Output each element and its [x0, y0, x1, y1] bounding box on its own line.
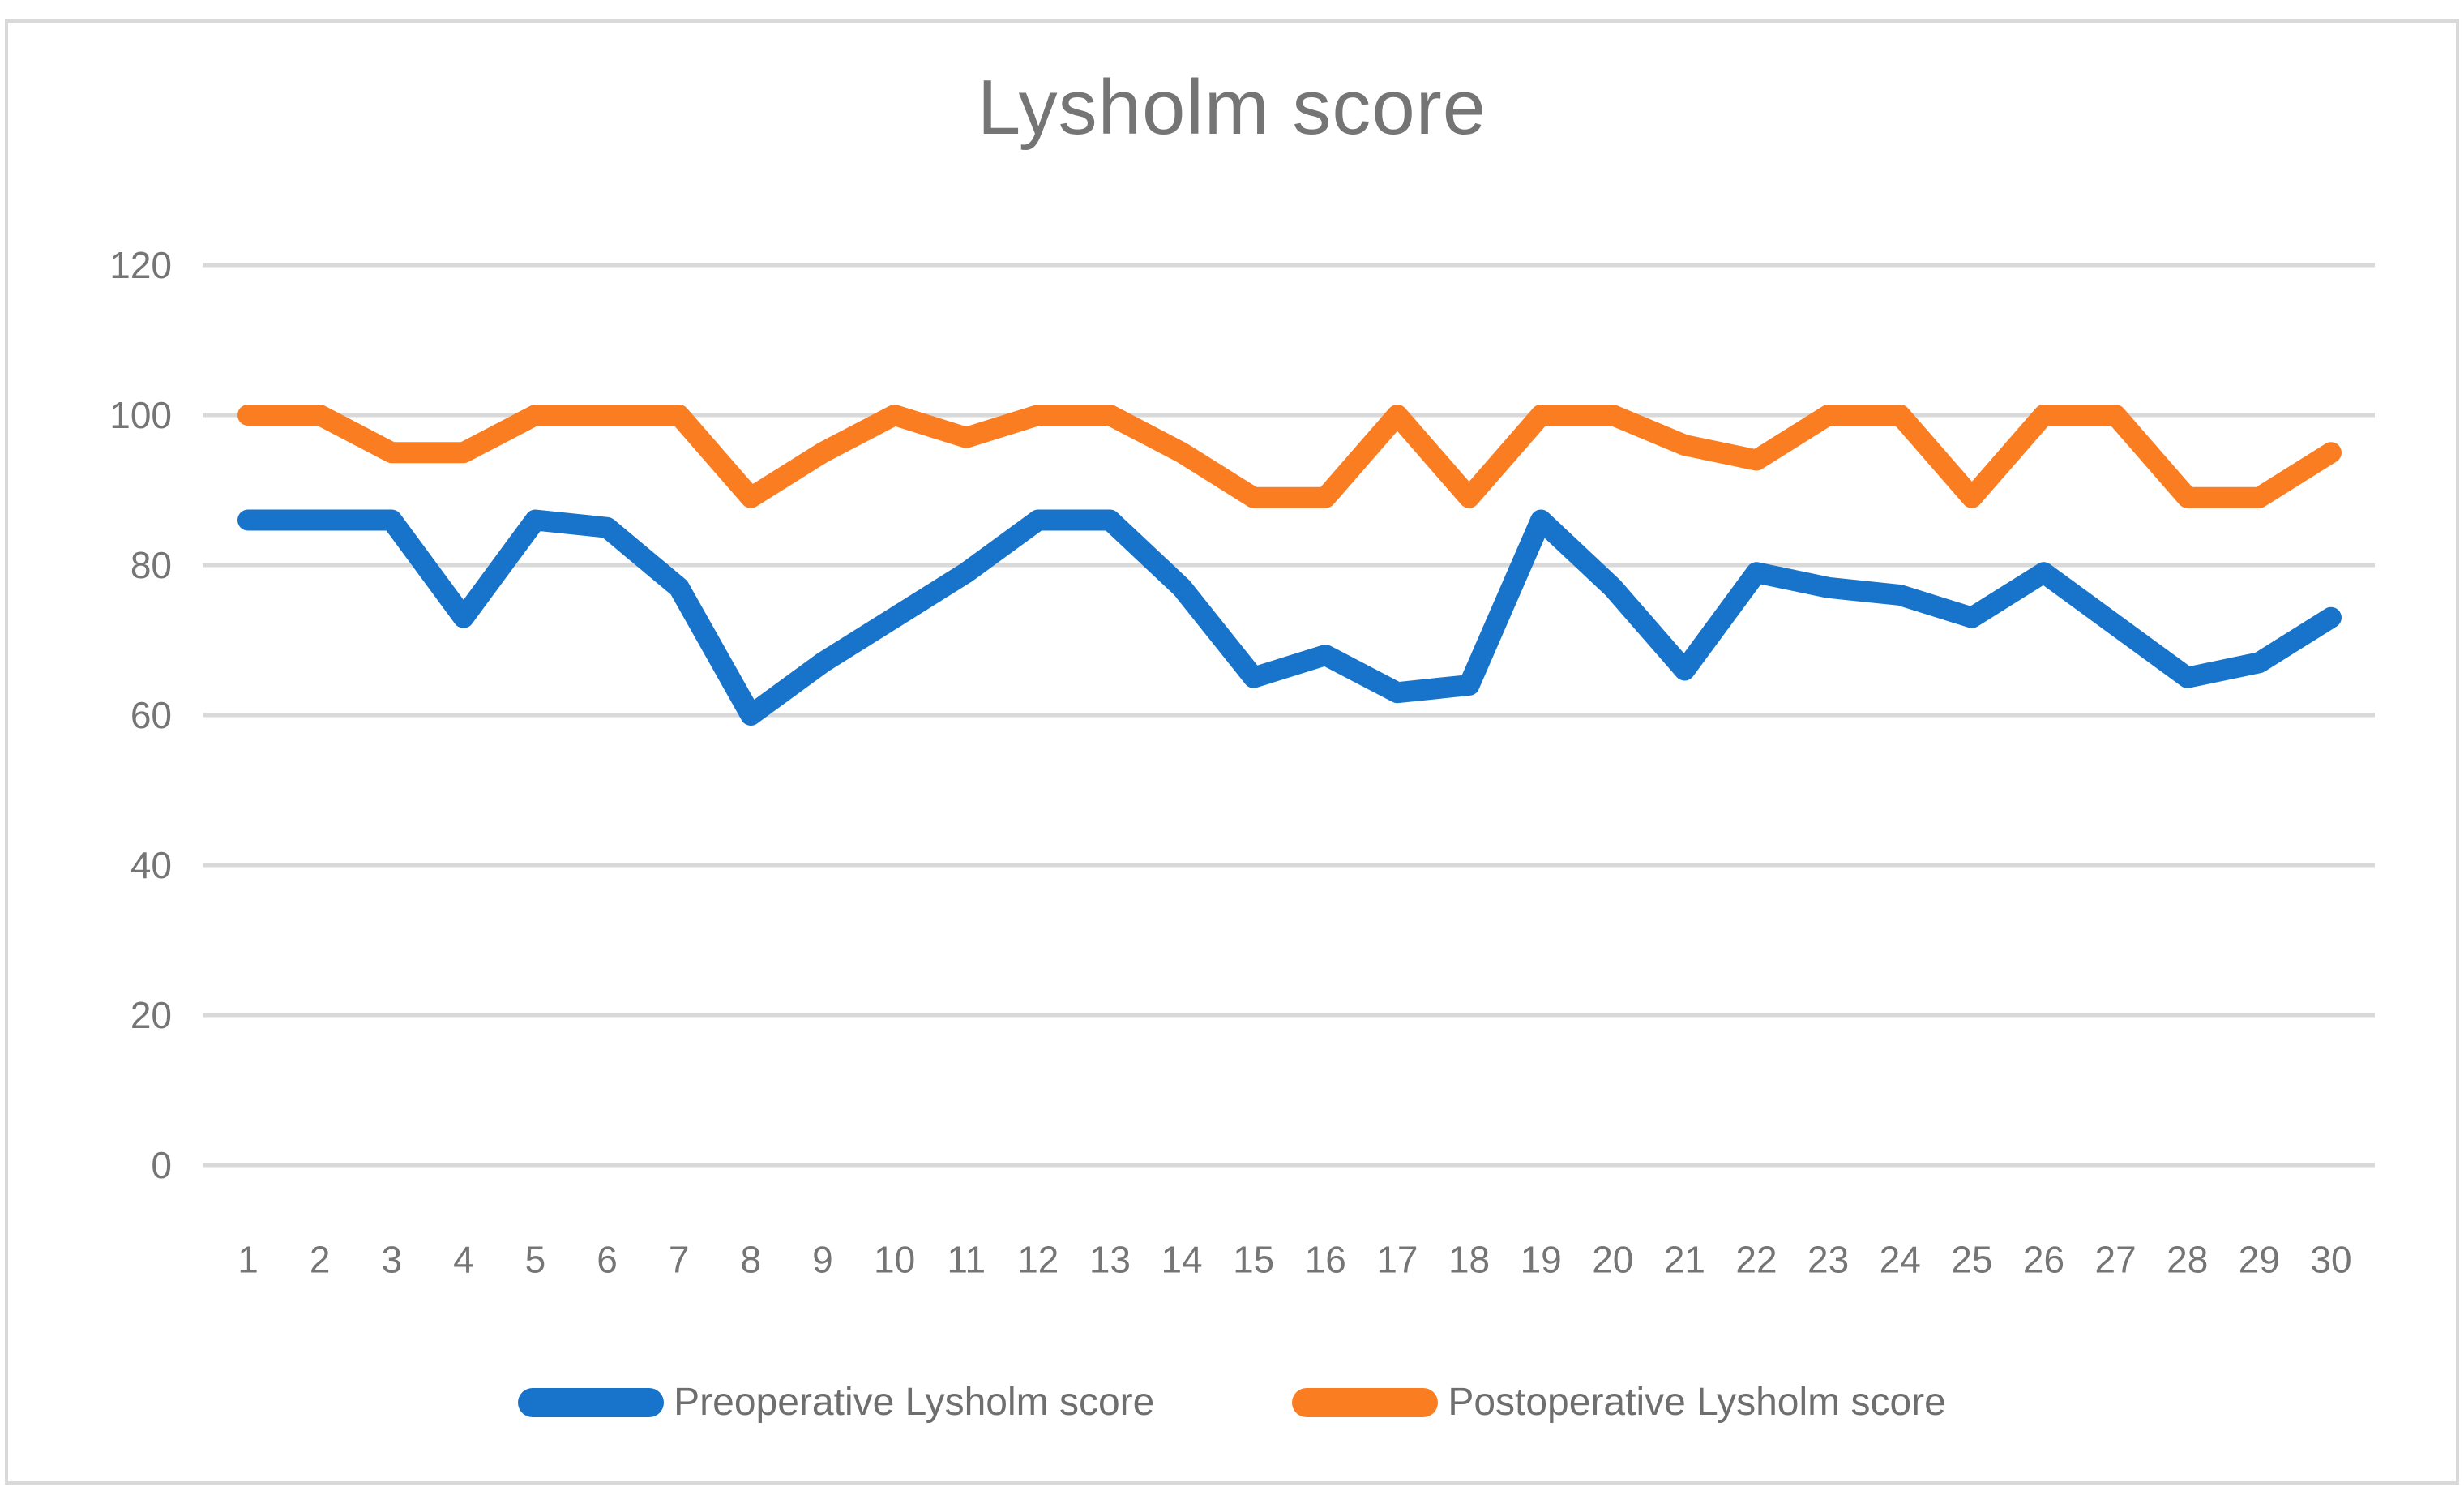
- x-tick-label-6: 6: [597, 1239, 618, 1281]
- y-tick-label-0: 0: [151, 1144, 172, 1186]
- x-tick-label-9: 9: [812, 1239, 833, 1281]
- x-tick-label-13: 13: [1089, 1239, 1131, 1281]
- y-tick-label-20: 20: [130, 994, 172, 1036]
- x-tick-label-24: 24: [1880, 1239, 1921, 1281]
- x-tick-label-3: 3: [381, 1239, 402, 1281]
- x-tick-label-22: 22: [1735, 1239, 1777, 1281]
- y-tick-label-40: 40: [130, 844, 172, 886]
- x-tick-label-27: 27: [2095, 1239, 2137, 1281]
- x-tick-label-17: 17: [1376, 1239, 1418, 1281]
- y-tick-label-80: 80: [130, 544, 172, 586]
- preoperative-line-swatch-icon: [518, 1387, 665, 1417]
- legend-item-preoperative: Preoperative Lysholm score: [518, 1380, 1154, 1425]
- x-tick-label-23: 23: [1807, 1239, 1849, 1281]
- x-tick-label-7: 7: [669, 1239, 690, 1281]
- x-tick-label-30: 30: [2310, 1239, 2351, 1281]
- x-tick-label-15: 15: [1233, 1239, 1274, 1281]
- chart-legend: Preoperative Lysholm score Postoperative…: [0, 1380, 2464, 1425]
- x-tick-label-1: 1: [237, 1239, 259, 1281]
- x-tick-label-20: 20: [1592, 1239, 1633, 1281]
- x-tick-label-18: 18: [1448, 1239, 1490, 1281]
- x-tick-label-21: 21: [1664, 1239, 1705, 1281]
- legend-item-postoperative: Postoperative Lysholm score: [1292, 1380, 1946, 1425]
- x-tick-label-2: 2: [310, 1239, 331, 1281]
- x-tick-label-4: 4: [453, 1239, 474, 1281]
- x-tick-label-16: 16: [1305, 1239, 1346, 1281]
- y-tick-label-60: 60: [130, 694, 172, 736]
- x-tick-label-12: 12: [1017, 1239, 1059, 1281]
- legend-label-preoperative: Preoperative Lysholm score: [674, 1381, 1155, 1424]
- x-tick-label-5: 5: [525, 1239, 546, 1281]
- x-tick-label-28: 28: [2167, 1239, 2208, 1281]
- postoperative-line-swatch-icon: [1292, 1387, 1439, 1417]
- x-tick-label-10: 10: [874, 1239, 915, 1281]
- series-line-postoperative: [237, 405, 2342, 508]
- chart-title: Lysholm score: [977, 64, 1487, 151]
- x-tick-label-14: 14: [1161, 1239, 1202, 1281]
- x-tick-label-19: 19: [1521, 1239, 1562, 1281]
- x-tick-label-29: 29: [2239, 1239, 2280, 1281]
- x-tick-label-26: 26: [2023, 1239, 2064, 1281]
- x-tick-label-11: 11: [947, 1239, 986, 1281]
- series-line-preoperative: [237, 509, 2342, 726]
- x-tick-label-25: 25: [1951, 1239, 1992, 1281]
- y-tick-label-100: 100: [109, 394, 172, 436]
- x-tick-label-8: 8: [741, 1239, 762, 1281]
- y-tick-label-120: 120: [109, 244, 172, 286]
- legend-label-postoperative: Postoperative Lysholm score: [1448, 1381, 1946, 1424]
